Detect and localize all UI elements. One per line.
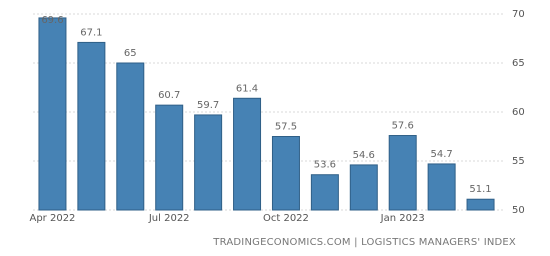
bar <box>349 164 378 211</box>
value-label: 61.4 <box>236 83 258 94</box>
value-label: 54.6 <box>353 150 375 161</box>
value-label: 69.6 <box>41 15 63 26</box>
value-label: 54.7 <box>430 149 452 160</box>
y-tick-label: 50 <box>512 205 525 216</box>
bar <box>155 104 184 211</box>
x-tick-label: Jan 2023 <box>380 213 425 224</box>
bar <box>194 114 223 211</box>
bar <box>388 135 417 211</box>
bar <box>116 62 145 211</box>
value-label: 60.7 <box>158 90 180 101</box>
bar <box>427 163 456 211</box>
bar <box>233 97 262 211</box>
value-label: 57.5 <box>275 122 297 133</box>
x-tick-label: Apr 2022 <box>29 213 75 224</box>
source-note: TRADINGECONOMICS.COM | LOGISTICS MANAGER… <box>212 237 516 248</box>
value-label: 51.1 <box>469 184 491 195</box>
y-tick-label: 65 <box>512 58 525 69</box>
x-tick-label: Jul 2022 <box>148 213 190 224</box>
value-label: 57.6 <box>392 121 414 132</box>
bar <box>310 174 339 211</box>
bar <box>271 136 300 211</box>
y-tick-label: 70 <box>512 9 525 20</box>
bar <box>38 17 67 211</box>
x-tick-label: Oct 2022 <box>263 213 309 224</box>
y-tick-label: 60 <box>512 107 525 118</box>
y-tick-label: 55 <box>512 156 525 167</box>
value-label: 65 <box>124 48 137 59</box>
bar <box>77 41 106 211</box>
value-label: 59.7 <box>197 100 219 111</box>
value-label: 67.1 <box>80 27 102 38</box>
value-label: 53.6 <box>314 160 336 171</box>
bar <box>466 198 495 211</box>
